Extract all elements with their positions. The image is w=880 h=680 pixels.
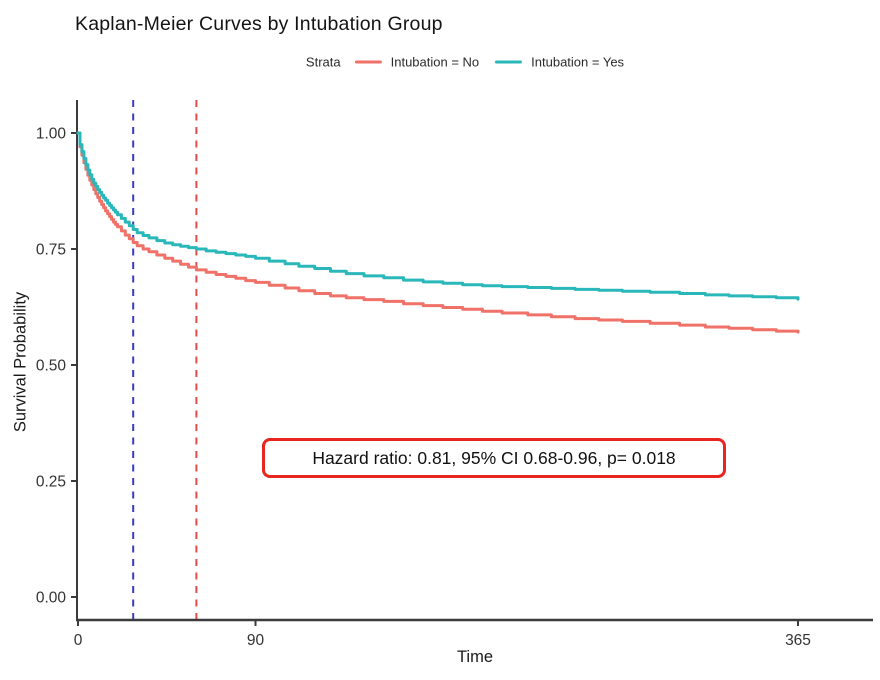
legend-label-no: Intubation = No: [390, 54, 480, 70]
legend-item-intubation-yes: Intubation = Yes: [495, 55, 624, 70]
legend-key-line-yes: [495, 60, 523, 64]
y-tick-label: 0.25: [36, 474, 66, 491]
x-tick-label: 0: [74, 632, 83, 649]
hazard-ratio-annotation: Hazard ratio: 0.81, 95% CI 0.68-0.96, p=…: [262, 438, 726, 478]
legend-title: Strata: [305, 54, 341, 70]
survival-curve-1: [76, 131, 800, 301]
legend-key-line-no: [354, 60, 382, 64]
legend-label-yes: Intubation = Yes: [531, 54, 625, 70]
y-tick-label: 0.00: [36, 590, 67, 607]
survival-curve-0: [76, 131, 800, 334]
x-tick-label: 365: [785, 632, 811, 649]
x-axis-title: Time: [456, 648, 494, 666]
y-tick-label: 1.00: [36, 126, 67, 143]
chart-title: Kaplan-Meier Curves by Intubation Group: [75, 13, 443, 35]
x-tick-label: 90: [247, 632, 265, 649]
legend-item-intubation-no: Intubation = No: [354, 54, 480, 70]
y-axis-title: Survival Probability: [11, 291, 30, 433]
y-tick-label: 0.75: [36, 242, 66, 259]
legend: Strata Intubation = No Intubation = Yes: [306, 55, 624, 70]
y-tick-label: 0.50: [36, 358, 67, 375]
